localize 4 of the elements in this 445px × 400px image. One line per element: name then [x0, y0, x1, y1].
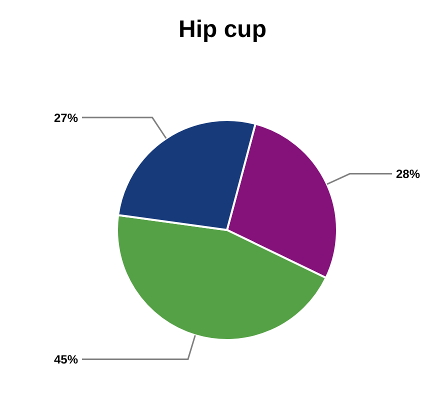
data-label: 27% — [54, 110, 78, 125]
data-label: 28% — [396, 167, 420, 181]
chart-title: Hip cup — [178, 16, 268, 44]
data-label: 45% — [54, 352, 78, 366]
